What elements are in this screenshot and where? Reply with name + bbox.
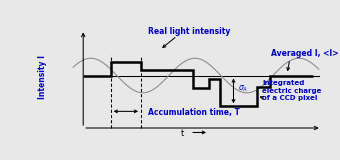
Text: t: t	[181, 129, 185, 138]
Text: Averaged I, <I>: Averaged I, <I>	[271, 49, 339, 58]
Text: Real light intensity: Real light intensity	[148, 27, 230, 36]
Text: $\sigma_A$: $\sigma_A$	[238, 84, 248, 94]
Text: Intensity I: Intensity I	[38, 55, 47, 99]
Text: Accumulation time, T: Accumulation time, T	[148, 108, 240, 117]
Text: Integrated
electric charge
of a CCD pixel: Integrated electric charge of a CCD pixe…	[262, 80, 322, 101]
